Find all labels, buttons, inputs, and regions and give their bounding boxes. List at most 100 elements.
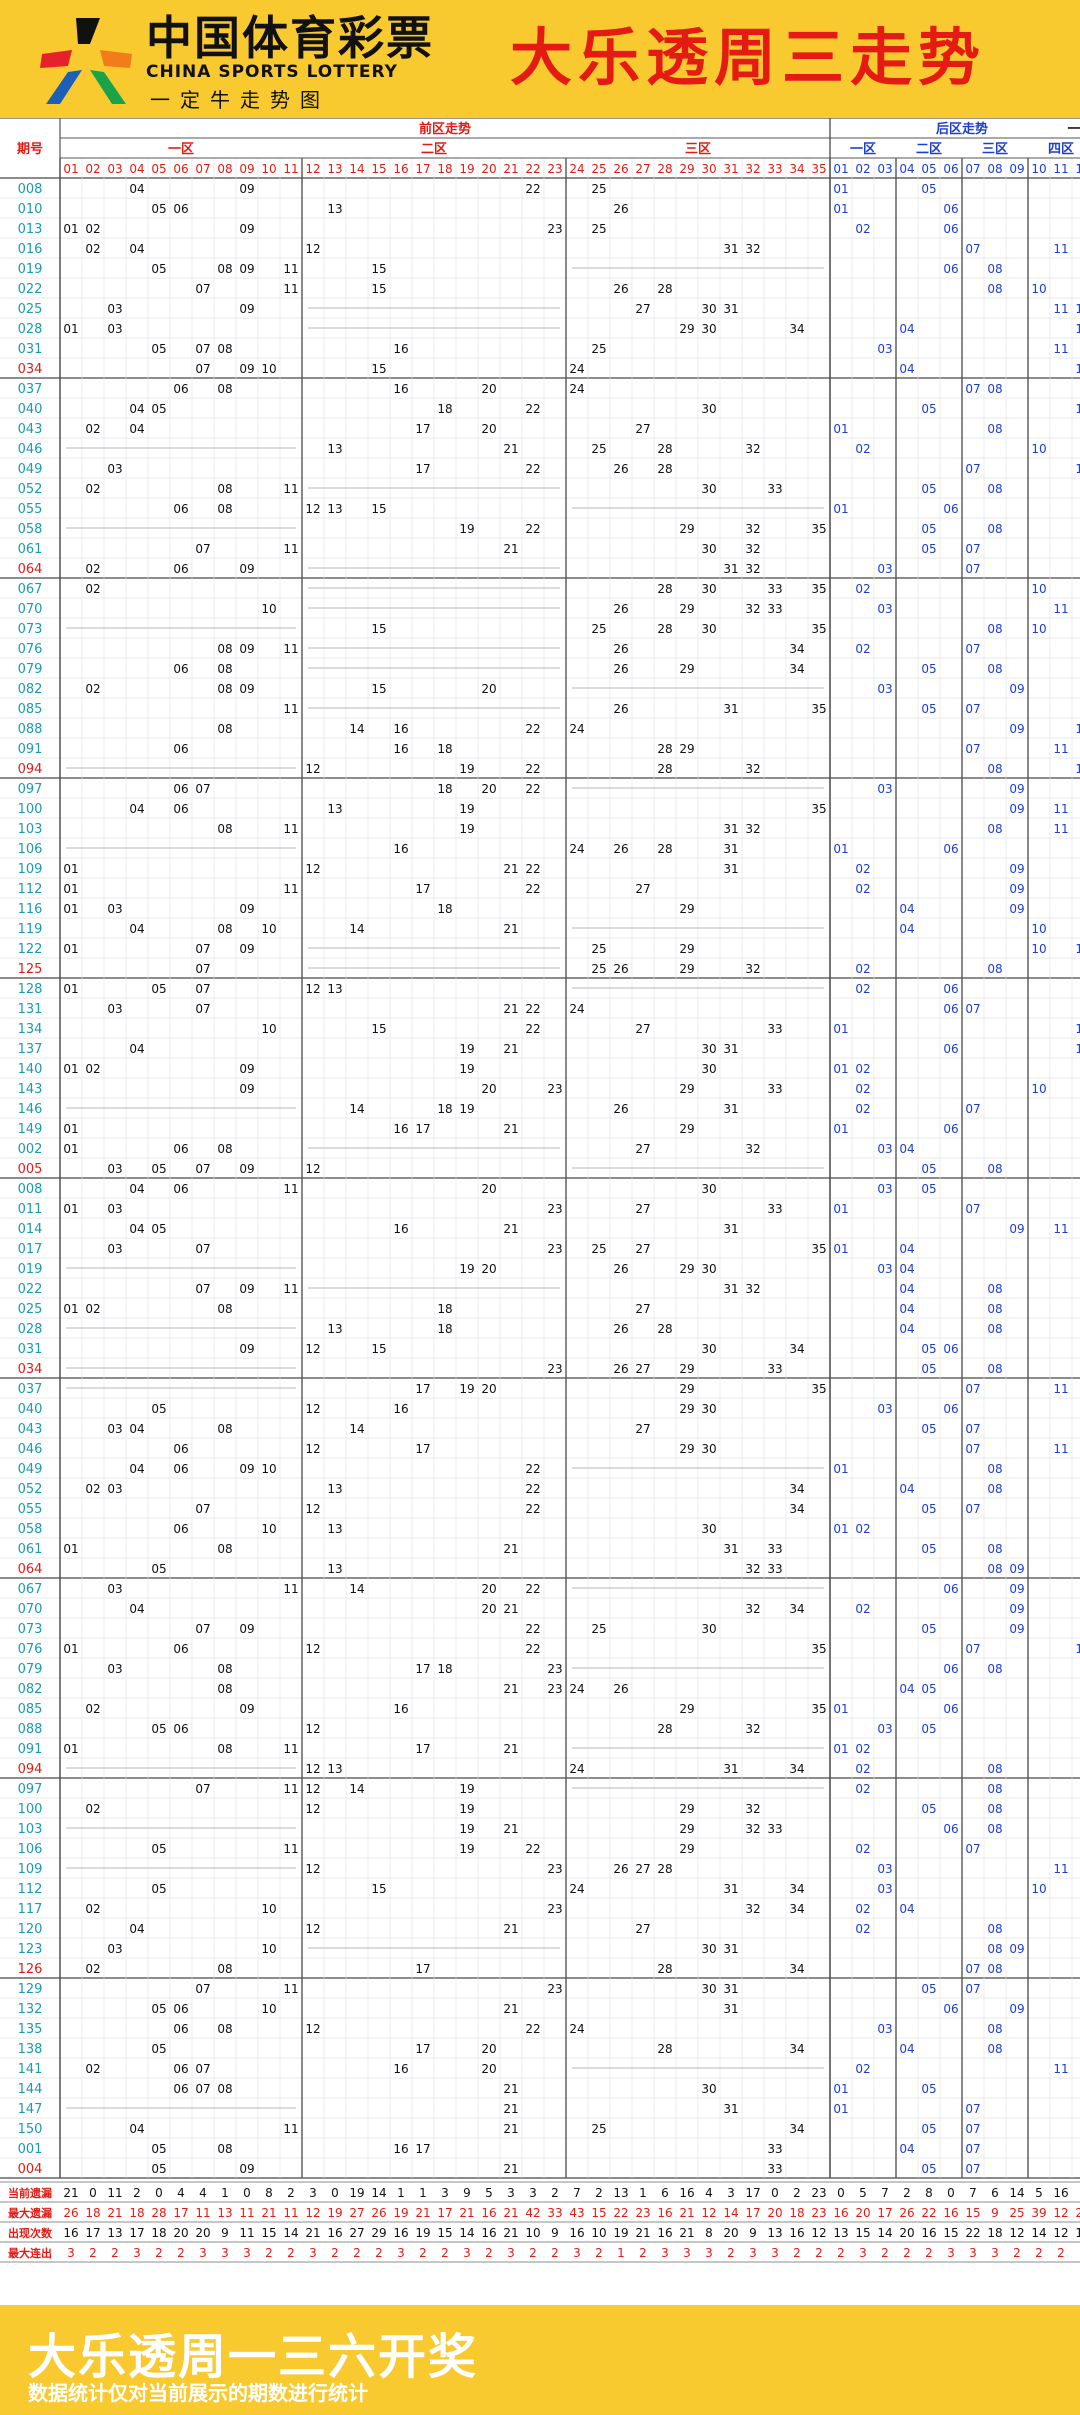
back-area-title: 后区走势 <box>936 121 988 137</box>
front-ball: 27 <box>635 1142 650 1156</box>
front-ball: 16 <box>393 742 408 756</box>
back-ball: 05 <box>921 522 936 536</box>
front-ball: 13 <box>327 1322 342 1336</box>
back-ball: 01 <box>833 1462 848 1476</box>
front-ball: 28 <box>657 2042 672 2056</box>
front-ball: 29 <box>679 962 694 976</box>
front-ball: 03 <box>107 322 122 336</box>
front-ball: 24 <box>569 722 584 736</box>
stats-front-cell: 29 <box>371 2226 386 2240</box>
front-ball: 16 <box>393 722 408 736</box>
front-ball: 04 <box>129 1602 144 1616</box>
front-ball: 32 <box>745 1142 760 1156</box>
back-ball: 01 <box>833 1062 848 1076</box>
logo-text-chinese: 中国体育彩票 <box>146 11 434 65</box>
period-cell: 022 <box>18 1282 43 1297</box>
period-cell: 010 <box>18 202 43 217</box>
stats-front-cell: 26 <box>371 2206 386 2220</box>
front-ball: 22 <box>525 1002 540 1016</box>
front-ball: 31 <box>723 862 738 876</box>
front-ball: 20 <box>481 2062 496 2076</box>
period-cell: 122 <box>18 942 43 957</box>
front-ball: 06 <box>173 782 188 796</box>
front-ball: 26 <box>613 962 628 976</box>
stats-back-cell: 15 <box>855 2226 870 2240</box>
period-cell: 019 <box>18 262 43 277</box>
front-ball: 12 <box>305 1922 320 1936</box>
front-ball: 03 <box>107 1242 122 1256</box>
front-ball: 34 <box>789 2122 804 2136</box>
front-ball: 17 <box>415 1442 430 1456</box>
stats-front-cell: 3 <box>463 2246 471 2260</box>
stats-front-cell: 2 <box>595 2186 603 2200</box>
front-ball: 05 <box>151 342 166 356</box>
front-ball: 34 <box>789 1762 804 1776</box>
front-ball: 01 <box>63 322 78 336</box>
front-ball: 26 <box>613 662 628 676</box>
stats-label: 出现次数 <box>8 2226 53 2240</box>
front-ball: 26 <box>613 1862 628 1876</box>
front-ball: 22 <box>525 1502 540 1516</box>
back-ball: 08 <box>987 482 1002 496</box>
front-ball: 09 <box>239 1162 254 1176</box>
front-ball: 29 <box>679 1802 694 1816</box>
front-ball: 06 <box>173 2022 188 2036</box>
front-ball: 01 <box>63 1542 78 1556</box>
stats-back-cell: 3 <box>859 2246 867 2260</box>
front-ball: 31 <box>723 1542 738 1556</box>
front-ball: 08 <box>217 1142 232 1156</box>
back-ball: 01 <box>833 2082 848 2096</box>
period-cell: 028 <box>18 1322 43 1337</box>
period-cell: 112 <box>18 1882 43 1897</box>
back-ball: 09 <box>1009 1622 1024 1636</box>
front-ball: 01 <box>63 982 78 996</box>
front-ball: 05 <box>151 1882 166 1896</box>
stats-front-cell: 17 <box>129 2226 144 2240</box>
front-ball: 24 <box>569 362 584 376</box>
stats-front-cell: 9 <box>463 2186 471 2200</box>
front-ball: 31 <box>723 242 738 256</box>
period-cell: 025 <box>18 302 43 317</box>
front-ball: 34 <box>789 1482 804 1496</box>
front-ball: 33 <box>767 1362 782 1376</box>
stats-front-cell: 3 <box>199 2246 207 2260</box>
front-ball: 19 <box>459 1782 474 1796</box>
front-ball: 01 <box>63 222 78 236</box>
lottery-logo-icon <box>40 18 132 104</box>
front-ball: 27 <box>635 1022 650 1036</box>
front-ball: 33 <box>767 1082 782 1096</box>
front-ball: 30 <box>701 2082 716 2096</box>
back-ball: 08 <box>987 2042 1002 2056</box>
front-ball: 09 <box>239 262 254 276</box>
front-ball: 03 <box>107 1202 122 1216</box>
stats-front-cell: 3 <box>243 2246 251 2260</box>
stats-back-cell: 2 <box>881 2246 889 2260</box>
period-cell: 094 <box>18 1762 43 1777</box>
front-ball: 22 <box>525 522 540 536</box>
period-cell: 037 <box>18 1382 43 1397</box>
back-ball: 06 <box>943 1342 958 1356</box>
stats-front-cell: 27 <box>349 2206 364 2220</box>
front-ball: 17 <box>415 1742 430 1756</box>
back-ball: 07 <box>965 1202 980 1216</box>
front-ball: 23 <box>547 1902 562 1916</box>
front-ball: 25 <box>591 442 606 456</box>
front-ball: 29 <box>679 1262 694 1276</box>
front-ball: 28 <box>657 842 672 856</box>
front-ball: 33 <box>767 1542 782 1556</box>
front-ball: 27 <box>635 1862 650 1876</box>
front-ball: 25 <box>591 342 606 356</box>
front-ball: 16 <box>393 1402 408 1416</box>
back-ball: 09 <box>1009 882 1024 896</box>
front-ball: 30 <box>701 1342 716 1356</box>
back-ball: 09 <box>1009 1222 1024 1236</box>
stats-front-cell: 3 <box>397 2246 405 2260</box>
back-ball: 09 <box>1009 782 1024 796</box>
back-ball: 12 <box>1075 462 1080 476</box>
front-ball: 13 <box>327 502 342 516</box>
back-ball: 01 <box>833 1522 848 1536</box>
front-ball: 23 <box>547 1662 562 1676</box>
front-ball: 25 <box>591 1242 606 1256</box>
stats-label: 当前遗漏 <box>8 2186 52 2200</box>
front-ball: 12 <box>305 762 320 776</box>
